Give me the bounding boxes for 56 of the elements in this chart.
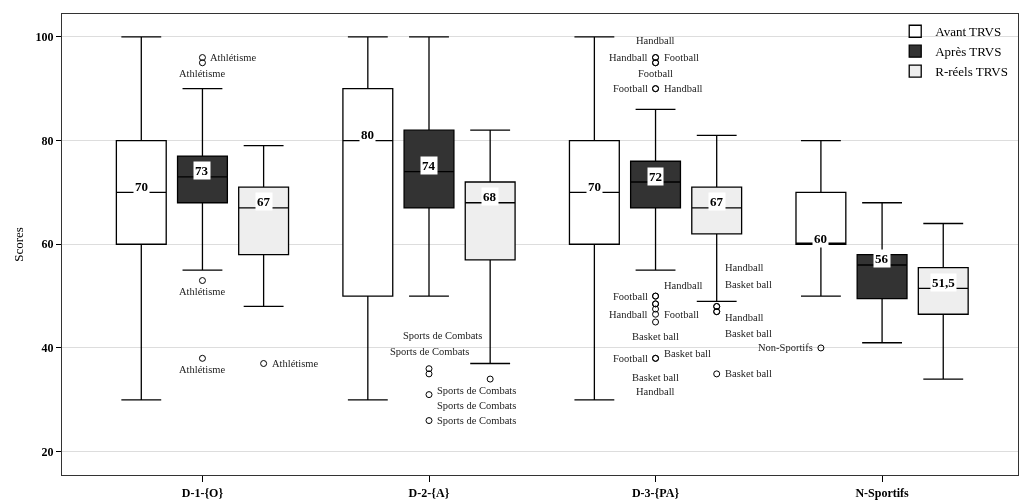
annotation: Sports de Combats	[437, 385, 517, 396]
text: 67	[710, 194, 723, 209]
text: 73	[195, 163, 208, 178]
annotation: Basket ball	[632, 331, 680, 342]
y-axis-title: Scores	[11, 227, 27, 262]
annotation: Sports de Combats	[437, 415, 517, 426]
legend-label: Avant TRVS	[935, 24, 1002, 40]
annotation: Non-Sportifs	[758, 342, 813, 353]
annotation: Athlétisme	[179, 68, 226, 79]
y-tick-label: 40	[41, 341, 54, 356]
text: 72	[649, 169, 662, 184]
annotation: Handball	[636, 386, 675, 397]
text: 80	[361, 127, 374, 142]
annotation: Football	[664, 52, 700, 63]
annotation: Basket ball	[725, 279, 773, 290]
annotation: Handball	[609, 52, 648, 63]
text: 67	[257, 194, 270, 209]
annotation: Sports de Combats	[437, 400, 517, 411]
annotation: Football	[613, 83, 649, 94]
text: 68	[483, 189, 496, 204]
y-tick-label: 60	[41, 237, 54, 252]
y-tick-label: 20	[41, 444, 54, 459]
annotation: Football	[638, 68, 674, 79]
annotation: Athlétisme	[179, 364, 226, 375]
annotation: Handball	[609, 309, 648, 320]
text: 56	[875, 251, 888, 266]
annotation: Sports de Combats	[403, 330, 483, 341]
annotation: Basket ball	[664, 348, 712, 359]
annotation: Sports de Combats	[390, 346, 470, 357]
text: 60	[814, 231, 827, 246]
x-tick-label: D-3-{PA}	[631, 485, 680, 500]
x-tick-label: N-Sportifs	[855, 485, 910, 500]
text: 74	[422, 158, 435, 173]
annotation: Football	[664, 309, 700, 320]
annotation: Basket ball	[725, 368, 773, 379]
text: 70	[135, 179, 148, 194]
x-tick-label: D-1-{O}	[181, 485, 224, 500]
annotation: Handball	[725, 312, 764, 323]
x-tick-label: D-2-{A}	[408, 485, 450, 500]
text: 51,5	[932, 275, 955, 290]
legend-label: Après TRVS	[935, 44, 1002, 60]
annotation: Basket ball	[632, 372, 680, 383]
annotation: Football	[613, 291, 649, 302]
annotation: Handball	[636, 35, 675, 46]
annotation: Basket ball	[725, 328, 773, 339]
annotation: Athlétisme	[272, 358, 319, 369]
annotation: Athlétisme	[179, 286, 226, 297]
text: 70	[588, 179, 601, 194]
annotation: Handball	[664, 280, 703, 291]
annotation: Athlétisme	[210, 52, 257, 63]
annotation: Football	[613, 353, 649, 364]
annotation: Handball	[664, 83, 703, 94]
annotation: Handball	[725, 262, 764, 273]
legend-label: R-réels TRVS	[935, 64, 1008, 80]
y-tick-label: 80	[41, 133, 54, 148]
y-tick-label: 100	[35, 30, 54, 45]
